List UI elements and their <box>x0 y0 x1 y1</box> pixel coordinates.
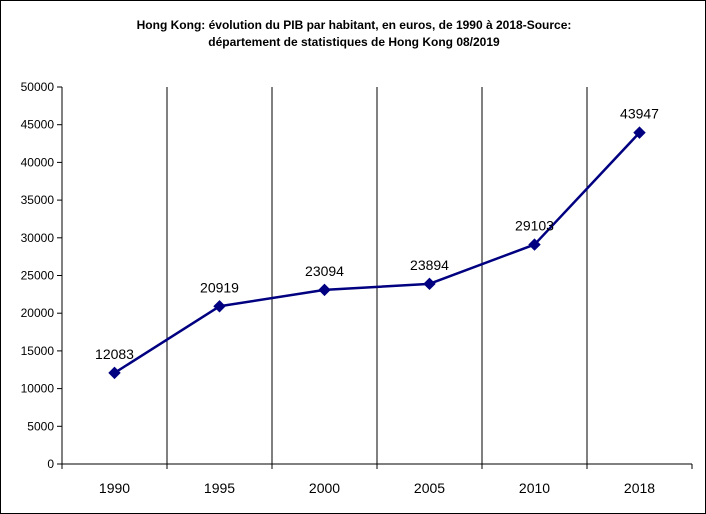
data-point-marker <box>318 283 331 297</box>
data-label: 20919 <box>200 279 239 295</box>
y-tick-label: 50000 <box>21 80 55 94</box>
data-label: 43947 <box>620 106 659 122</box>
y-tick-label: 25000 <box>21 269 55 283</box>
data-point-marker <box>108 366 121 380</box>
chart-title: Hong Kong: évolution du PIB par habitant… <box>1 17 705 51</box>
data-label: 29103 <box>515 218 554 234</box>
x-tick-label: 1995 <box>204 480 235 496</box>
data-point-marker <box>213 300 226 313</box>
y-tick-label: 20000 <box>21 306 55 320</box>
x-tick-label: 2005 <box>414 480 445 496</box>
y-tick-label: 10000 <box>21 382 55 396</box>
x-tick-label: 2018 <box>624 480 655 496</box>
y-tick-label: 5000 <box>27 419 54 433</box>
data-point-marker <box>423 277 436 291</box>
y-tick-label: 0 <box>47 457 54 471</box>
data-point-marker <box>528 238 541 251</box>
x-tick-label: 2010 <box>519 480 550 496</box>
data-point-marker <box>633 126 646 139</box>
chart-title-line-2: département de statistiques de Hong Kong… <box>208 35 500 49</box>
series-line <box>113 131 641 374</box>
data-label: 23094 <box>305 263 344 279</box>
y-tick-label: 35000 <box>21 193 55 207</box>
chart-title-line-1: Hong Kong: évolution du PIB par habitant… <box>136 18 572 32</box>
data-label: 23894 <box>410 257 449 273</box>
y-tick-label: 15000 <box>21 344 55 358</box>
data-label: 12083 <box>95 346 134 362</box>
y-tick-label: 30000 <box>21 231 55 245</box>
y-tick-label: 40000 <box>21 155 55 169</box>
y-tick-label: 45000 <box>21 118 55 132</box>
x-tick-label: 2000 <box>309 480 340 496</box>
x-tick-label: 1990 <box>99 480 130 496</box>
